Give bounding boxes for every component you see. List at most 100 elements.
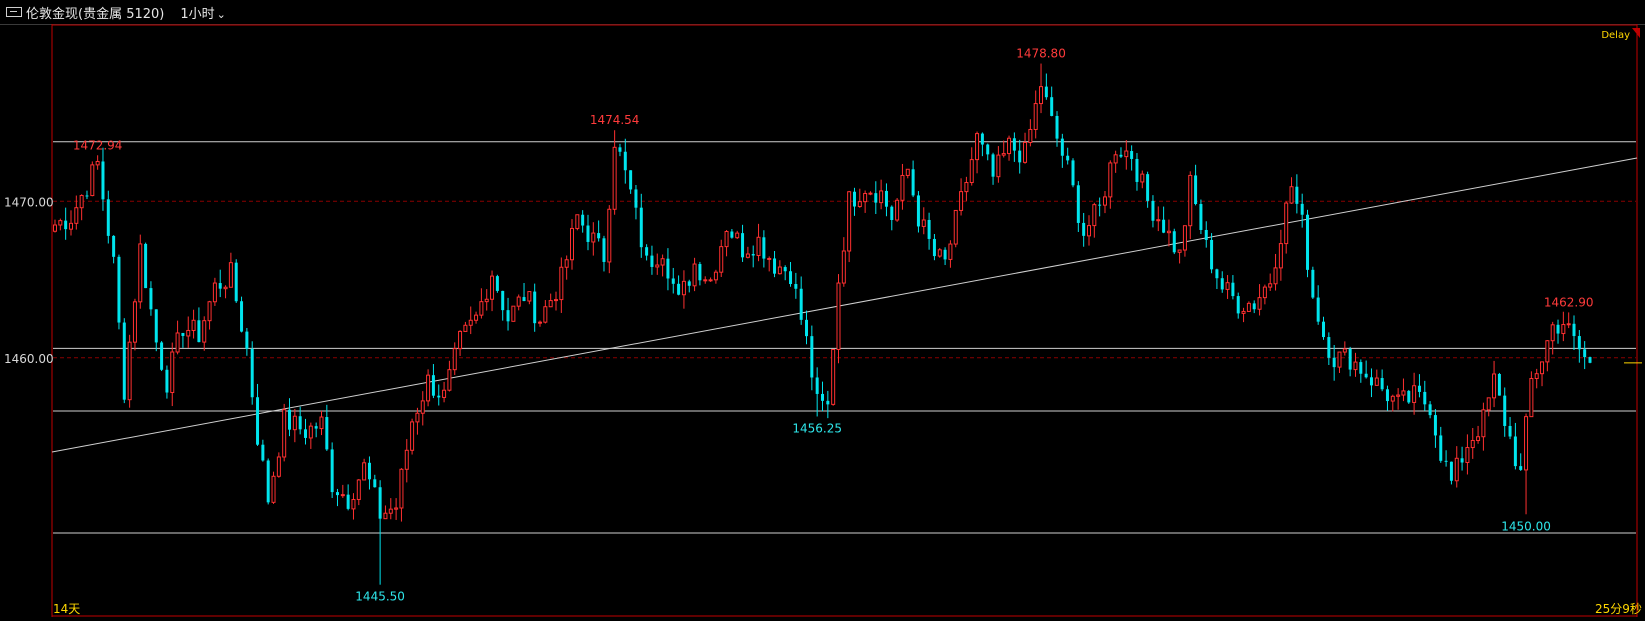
candle-up [399,468,404,522]
candle-body [266,460,270,503]
candle-body [815,377,819,394]
candle-up [458,330,463,356]
candle-up [527,291,532,305]
candle-body [1071,160,1075,186]
candle-body [986,144,990,155]
chart-window-header: 伦敦金现(贵金属 5120) 1小时 ⌄ [0,0,1645,25]
candle-body [314,426,318,429]
candle-body [1113,154,1118,164]
candle-up [202,316,207,351]
candle-body [319,416,324,430]
candle-down [597,220,601,242]
candle-up [660,254,665,277]
candle-body [905,168,910,176]
candle-body [1306,214,1310,270]
candle-body [1278,243,1283,269]
candle-down [1497,372,1501,396]
candle-body [1023,141,1028,163]
candle-up [394,498,399,520]
candle-down [314,422,318,438]
candle-body [1380,378,1384,390]
candle-body [1268,283,1273,288]
candle-down [1327,332,1331,365]
candle-body [1337,351,1342,368]
candle-body [943,249,947,260]
candle-body [106,199,110,236]
candle-body [1172,231,1176,253]
candle-body [703,279,708,282]
candle-body [847,191,852,252]
candle-down [85,190,89,200]
candle-down [1577,330,1581,363]
candle-body [980,133,984,145]
candle-down [335,488,339,507]
candle-up [474,311,479,324]
candle-up [921,207,926,235]
candle-body [212,282,217,303]
candle-body [1572,323,1576,337]
candle-up [186,316,191,348]
candle-body [527,291,532,302]
candle-body [335,492,339,496]
window-menu-icon[interactable] [6,7,22,17]
candle-up [420,391,425,426]
candle-body [1012,138,1016,151]
candle-body [1470,440,1475,449]
candle-up [1470,427,1475,459]
candle-down [762,230,766,268]
candle-body [1086,225,1091,237]
candlestick-chart[interactable]: 1460.00 1470.00 Delay 14天 25分9秒 1472.94 1474.… [0,24,1645,617]
candle-down [117,254,121,330]
candle-up [569,219,574,270]
candle-down [1130,145,1134,171]
candle-down [618,143,622,157]
candle-body [58,220,63,226]
candle-up [607,205,612,274]
candle-up [1492,360,1497,408]
candle-up [1412,372,1417,415]
candle-up [836,274,841,364]
candle-body [511,305,516,322]
candle-body [1561,324,1566,335]
candle-down [1012,132,1016,162]
candle-up [959,178,964,216]
candle-body [298,416,302,430]
candle-body [1407,390,1411,403]
candle-body [932,238,936,257]
candle-up [863,190,868,213]
candle-body [900,174,905,201]
candle-down [1449,461,1453,485]
candle-body [607,208,612,263]
candle-down [325,404,329,451]
candle-up [1289,177,1294,204]
candle-down [1151,195,1155,228]
candle-down [671,267,675,294]
candle-up [969,147,974,186]
candle-body [821,393,824,401]
candle-up [1454,446,1459,488]
candle-body [1300,203,1304,215]
candle-up [905,168,910,179]
candle-body [138,243,143,303]
candle-down [677,275,681,296]
candle-up [1337,351,1342,373]
candle-body [1374,377,1379,386]
candle-up [1545,340,1550,372]
candle-body [1039,86,1044,105]
candle-body [1524,416,1529,471]
candle-down [1055,111,1059,147]
candle-down [586,214,590,251]
candle-body [650,255,654,267]
candle-body [1476,436,1481,442]
candle-down [240,296,244,333]
candle-up [68,210,73,236]
candle-down [783,265,787,281]
candle-up [132,298,137,351]
candle-down [181,332,185,348]
candle-body [463,324,468,332]
chart-canvas[interactable]: 1460.00 1470.00 Delay 14天 25分9秒 1472.94 1474.… [0,24,1645,617]
candle-down [1194,164,1198,206]
candle-body [271,475,276,503]
candle-up [1524,413,1529,515]
period-selector[interactable]: 1小时 ⌄ [180,3,226,22]
